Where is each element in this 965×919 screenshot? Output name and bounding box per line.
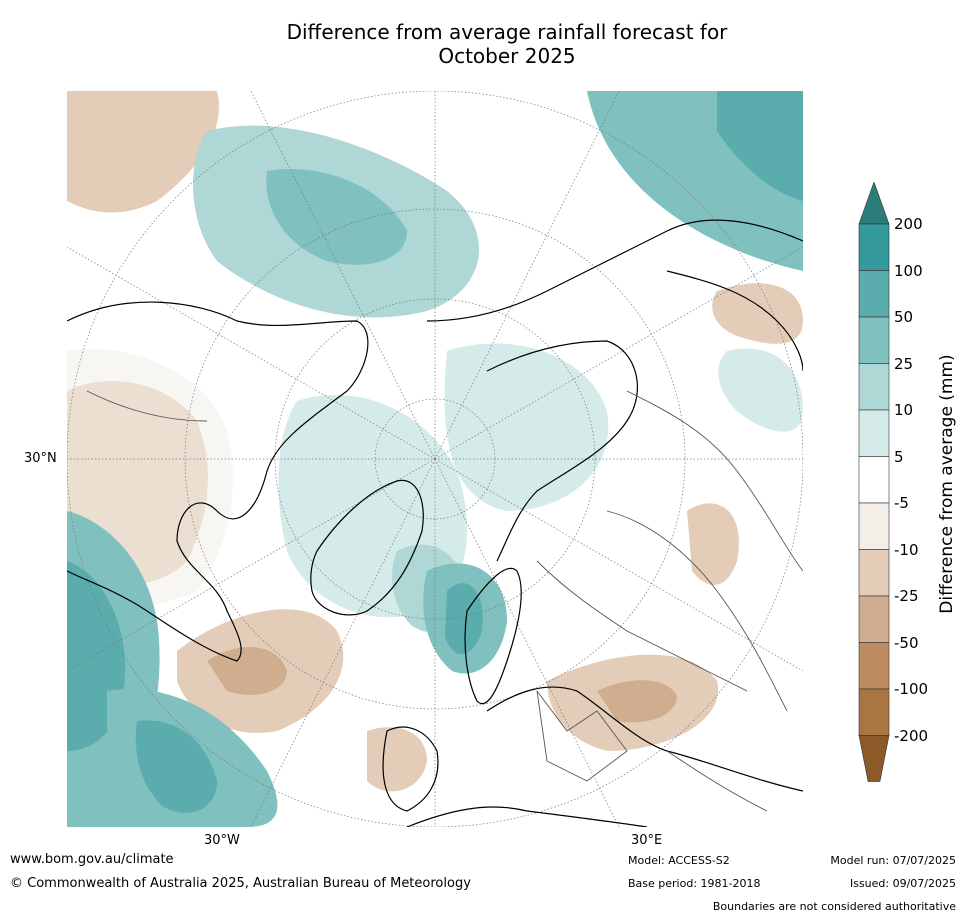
colorbar-segment: [858, 595, 890, 643]
footer-model: Model: ACCESS-S2: [628, 854, 730, 867]
longitude-label-30w: 30°W: [204, 833, 240, 848]
wet-region-east-asia: [718, 348, 803, 432]
wet-region-northeast-core: [717, 91, 803, 201]
colorbar-segment: [858, 409, 890, 457]
footer-url[interactable]: www.bom.gov.au/climate: [10, 852, 174, 867]
dry-region-northeast: [712, 283, 803, 344]
latitude-label-30n: 30°N: [24, 451, 57, 466]
dry-region-northwest-corner: [67, 91, 219, 213]
footer-copyright: © Commonwealth of Australia 2025, Austra…: [10, 876, 471, 891]
colorbar-extend-top: [858, 182, 890, 225]
colorbar-tick-label: 10: [894, 401, 914, 419]
meridian-60w: [67, 458, 436, 672]
country-boundaries: [86, 390, 803, 812]
graticule: [67, 91, 803, 827]
meridian-120e: [434, 246, 803, 460]
dry-region-asia-east: [687, 503, 739, 585]
polar-map[interactable]: [67, 91, 803, 827]
colorbar-segment: [858, 688, 890, 736]
boundary-mongolia-china: [626, 390, 803, 572]
colorbar-tick-label: 100: [894, 261, 923, 280]
colorbar-tick-label: -50: [894, 633, 919, 652]
coastline-greenland: [310, 479, 424, 616]
boundary-russia-west: [536, 560, 748, 692]
colorbar-tick-label: -25: [894, 587, 919, 605]
footer-issued: Issued: 09/07/2025: [849, 877, 956, 890]
colorbar-segment: [858, 363, 890, 411]
colorbar-tick-label: 50: [894, 308, 914, 326]
colorbar-segment: [858, 316, 890, 364]
map-title: Difference from average rainfall forecas…: [0, 20, 965, 68]
colorbar-segment: [858, 502, 890, 550]
colorbar: [858, 182, 890, 782]
colorbar-title: Difference from average (mm): [937, 354, 957, 614]
colorbar-tick-label: -200: [894, 726, 929, 745]
colorbar-segment: [858, 642, 890, 690]
coastline-siberia-arctic: [486, 340, 638, 562]
coastline-iberia: [382, 726, 439, 812]
boundary-europe-grid: [536, 690, 628, 782]
wet-region-siberia: [444, 343, 609, 511]
wet-region-north-pacific-core: [266, 169, 407, 265]
colorbar-tick-label: -5: [894, 494, 909, 512]
meridian-120w: [67, 246, 436, 460]
colorbar-segment: [858, 270, 890, 318]
colorbar-tick-label: -100: [894, 680, 929, 698]
coastline-north-america: [67, 301, 369, 662]
wet-region-southwest-core: [135, 720, 217, 813]
boundary-canada-usa: [86, 390, 208, 422]
title-line-1: Difference from average rainfall forecas…: [286, 20, 728, 44]
dry-region-iberia: [367, 727, 427, 792]
coastline-eurasia-north: [426, 219, 803, 322]
coastline-europe: [486, 686, 803, 792]
colorbar-segment: [858, 549, 890, 597]
map-svg: [67, 91, 803, 827]
dry-region-atlantic-core: [207, 647, 287, 695]
footer-model-run: Model run: 07/07/2025: [830, 854, 956, 867]
colorbar-segment: [858, 456, 890, 504]
colorbar-extend-bottom: [858, 735, 890, 782]
coastlines: [67, 219, 803, 827]
coastline-east-asia: [666, 270, 803, 372]
colorbar-segment: [858, 223, 890, 271]
colorbar-tick-label: 5: [894, 447, 904, 466]
title-line-2: October 2025: [438, 44, 576, 68]
boundary-central-asia: [606, 510, 788, 712]
footer-base-period: Base period: 1981-2018: [628, 877, 761, 890]
longitude-label-30e: 30°E: [631, 833, 663, 848]
coastline-scandinavia: [464, 567, 522, 705]
dry-region-europe-south-core: [597, 680, 677, 723]
colorbar-tick-label: 200: [894, 215, 923, 233]
colorbar-segments: [858, 182, 890, 782]
footer-disclaimer: Boundaries are not considered authoritat…: [712, 900, 956, 913]
colorbar-tick-label: -10: [894, 540, 919, 559]
colorbar-tick-label: 25: [894, 354, 914, 373]
meridian-60e: [434, 458, 803, 672]
boundary-middle-east: [666, 750, 768, 812]
coastline-north-africa: [406, 806, 648, 827]
rainfall-anomaly-shading: [67, 91, 803, 827]
